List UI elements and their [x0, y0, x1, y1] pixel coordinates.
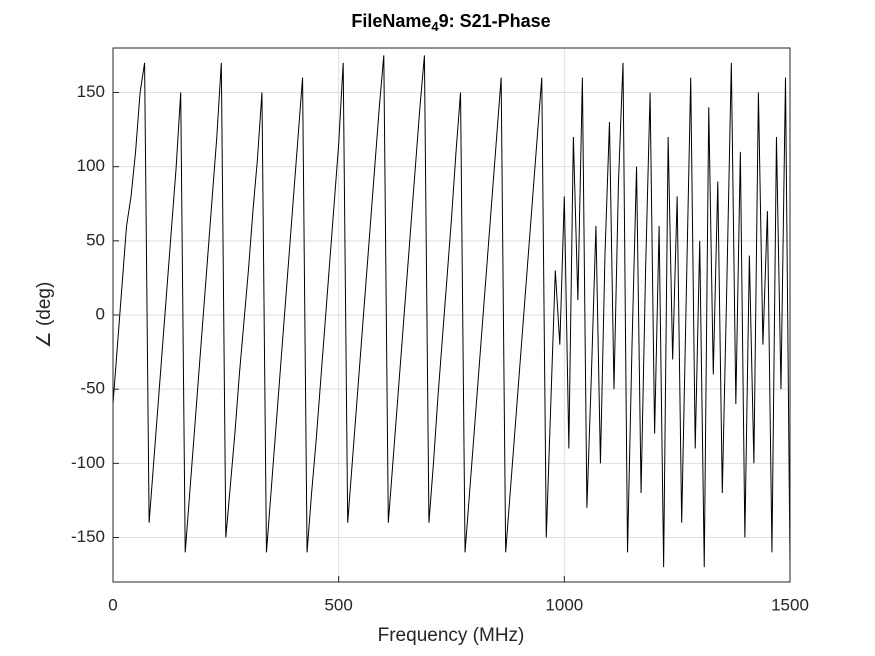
y-tick-label: 150 — [77, 82, 105, 101]
chart-title: FileName49: S21-Phase — [351, 11, 550, 35]
y-tick-label: -50 — [80, 379, 105, 398]
title-part: FileName — [351, 11, 431, 31]
y-axis-label: ∠ (deg) — [34, 282, 55, 349]
y-tick-label: 0 — [96, 304, 105, 323]
x-tick-label: 1000 — [545, 595, 583, 614]
y-tick-label: -150 — [71, 527, 105, 546]
data-line — [112, 55, 791, 568]
axes-box — [112, 47, 791, 583]
x-tick-label: 500 — [324, 595, 352, 614]
y-tick-label: 100 — [77, 156, 105, 175]
title-part: 4 — [431, 19, 439, 34]
x-tick-label: 0 — [108, 595, 117, 614]
title-part: 9: S21-Phase — [439, 11, 551, 31]
x-axis-label: Frequency (MHz) — [378, 625, 525, 646]
y-tick-label: 50 — [86, 230, 105, 249]
x-tick-label: 1500 — [771, 595, 809, 614]
y-tick-label: -100 — [71, 453, 105, 472]
